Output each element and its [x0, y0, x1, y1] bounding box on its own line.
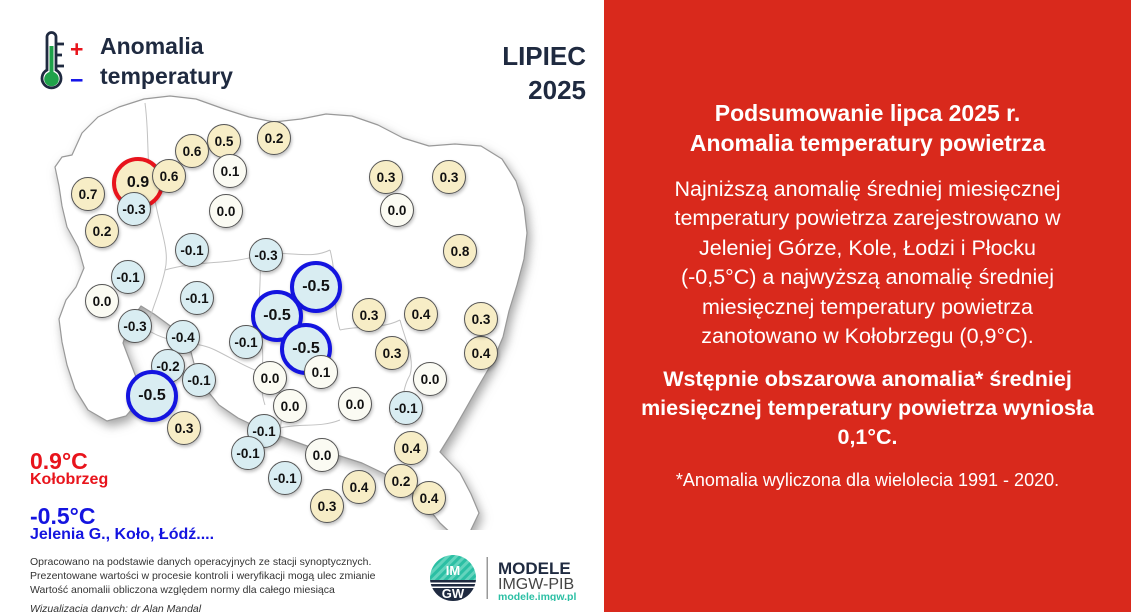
- svg-text:GW: GW: [442, 586, 465, 601]
- svg-text:IM: IM: [446, 563, 460, 578]
- svg-text:modele.imgw.pl: modele.imgw.pl: [498, 591, 576, 601]
